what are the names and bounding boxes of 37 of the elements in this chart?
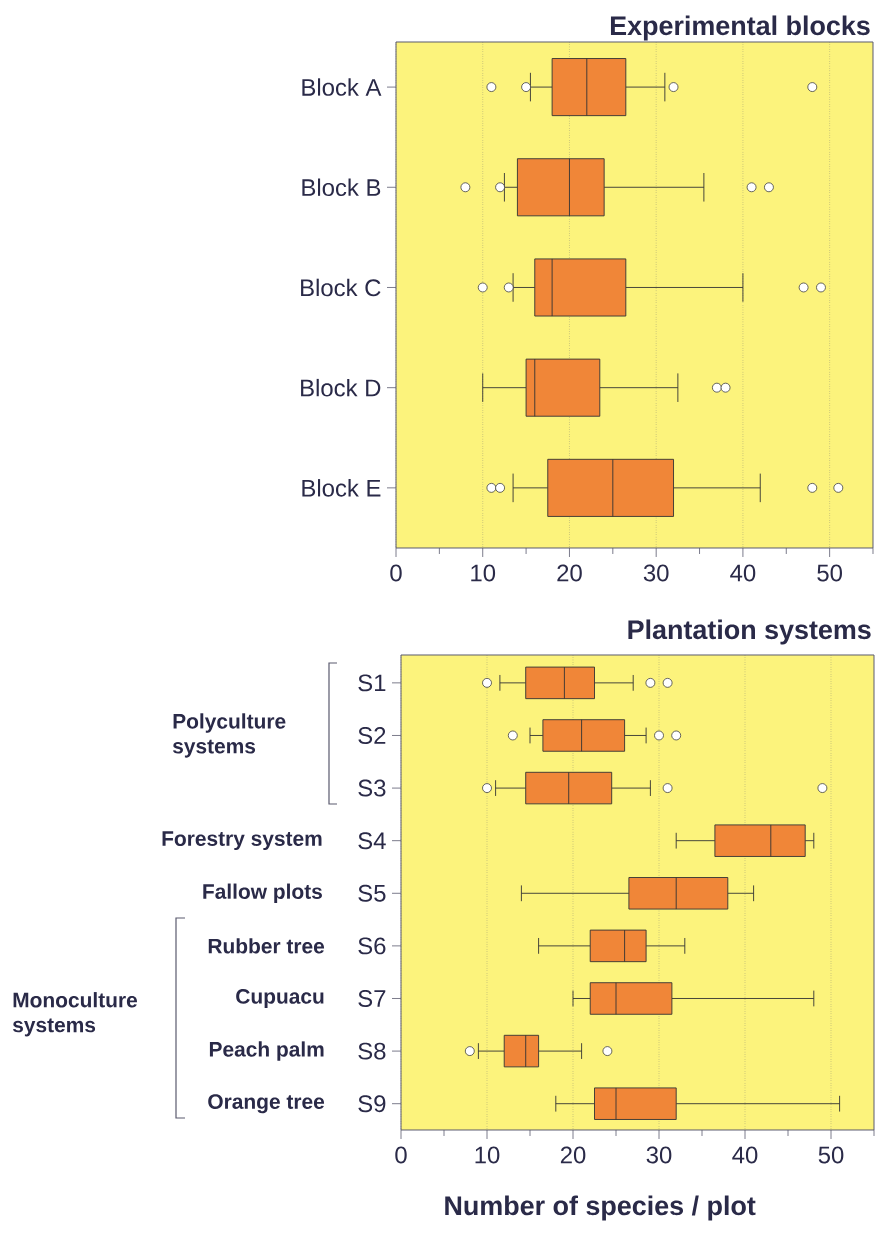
x-tick-label: 30 <box>643 564 669 582</box>
y-tick-label: Block D <box>301 378 381 397</box>
x-tick-label: 50 <box>818 1146 844 1164</box>
text: Forestry system <box>162 831 322 851</box>
y-tick-label: S6 <box>358 937 386 955</box>
x-tick-label: 30 <box>646 1146 672 1164</box>
text: Peach palm <box>209 1041 324 1061</box>
chart-title: Experimental blocks <box>610 15 870 41</box>
y-tick-label: S2 <box>358 727 386 744</box>
y-tick-label: S5 <box>358 884 386 902</box>
text: Orange tree <box>208 1094 325 1114</box>
x-axis-title: Number of species / plot <box>445 1195 756 1221</box>
text: Monoculture systems <box>12 992 138 1037</box>
y-tick-label: S1 <box>358 674 386 692</box>
x-tick-label: 0 <box>390 564 402 582</box>
y-tick-label: S8 <box>358 1042 386 1060</box>
x-tick-label: 20 <box>557 564 582 582</box>
x-tick-label: 40 <box>730 564 756 582</box>
y-tick-label: Block E <box>302 479 381 497</box>
x-tick-label: 10 <box>475 1146 500 1164</box>
text: Cupuacu <box>236 989 324 1008</box>
y-tick-label: S4 <box>358 832 386 850</box>
text: Fallow plots <box>203 883 322 904</box>
x-tick-label: 50 <box>817 564 842 582</box>
x-tick-label: 20 <box>560 1146 586 1164</box>
y-tick-label: Block B <box>302 178 381 197</box>
x-tick-label: 0 <box>395 1146 407 1164</box>
text: Rubber tree <box>208 938 325 954</box>
x-tick-label: 40 <box>732 1146 758 1164</box>
y-tick-label: S9 <box>358 1095 386 1113</box>
chart-title: Plantation systems <box>628 619 871 645</box>
y-tick-label: S3 <box>358 779 386 797</box>
text: Polyculture systems <box>172 713 286 758</box>
x-tick-label: 10 <box>471 564 496 582</box>
y-tick-label: Block C <box>301 278 381 297</box>
y-tick-label: S7 <box>358 990 386 1007</box>
y-tick-label: Block A <box>302 78 382 96</box>
